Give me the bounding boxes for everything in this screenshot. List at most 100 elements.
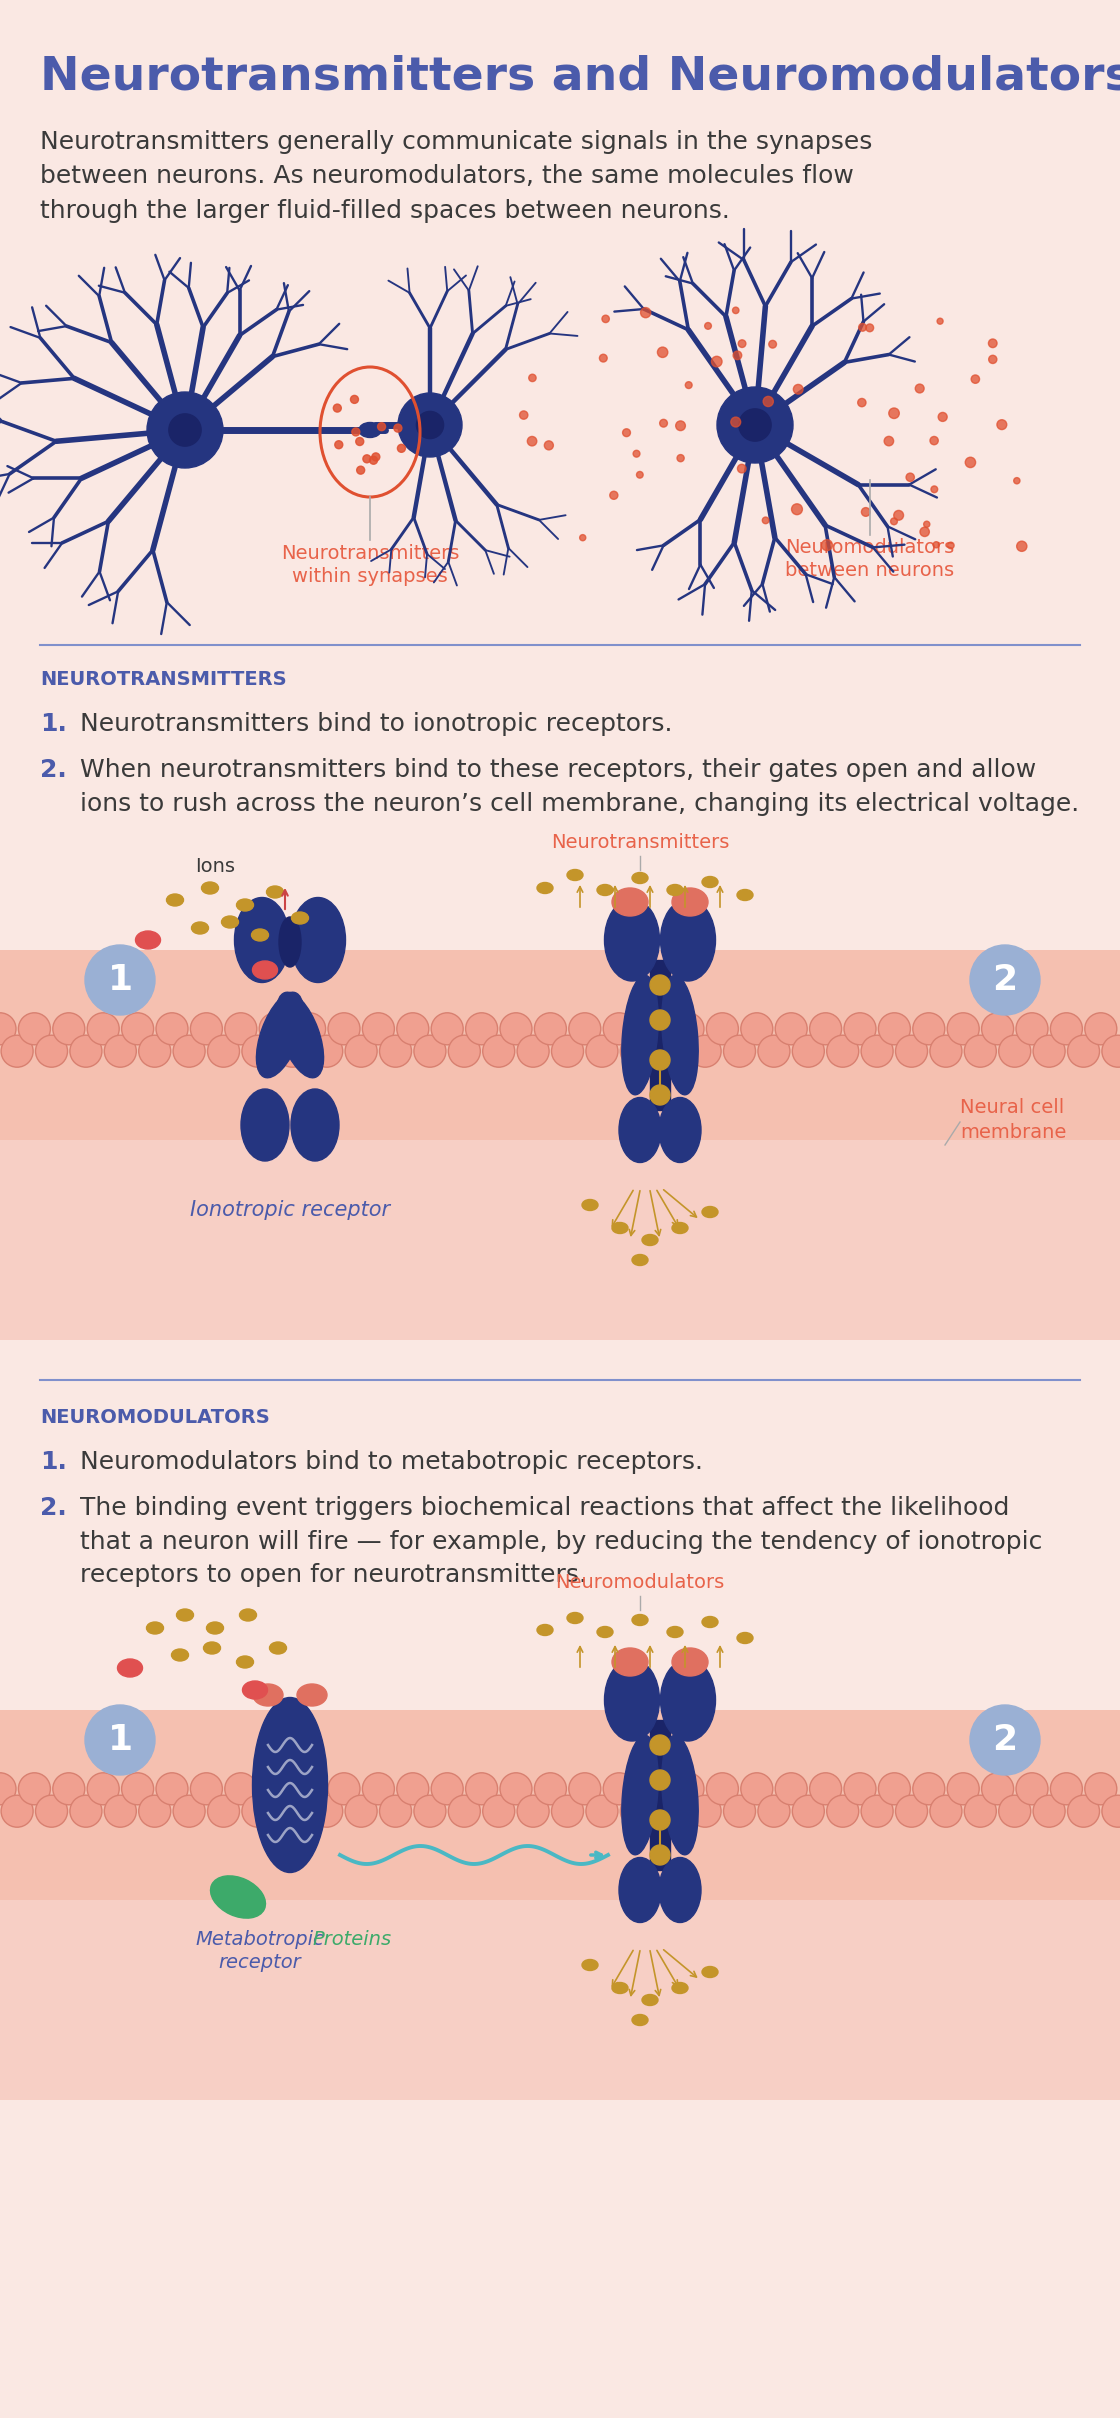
Circle shape	[36, 1794, 67, 1828]
Circle shape	[685, 382, 692, 389]
Circle shape	[724, 1794, 756, 1828]
Circle shape	[906, 474, 914, 481]
Circle shape	[601, 314, 609, 322]
Circle shape	[858, 399, 866, 406]
Text: 2.: 2.	[40, 757, 67, 781]
Ellipse shape	[252, 1697, 327, 1872]
Ellipse shape	[240, 1608, 256, 1620]
Circle shape	[431, 1772, 464, 1804]
Ellipse shape	[222, 916, 239, 929]
Circle shape	[466, 1772, 497, 1804]
Circle shape	[655, 1035, 687, 1066]
Bar	[650, 960, 670, 1110]
Circle shape	[534, 1772, 567, 1804]
Circle shape	[989, 355, 997, 363]
Circle shape	[345, 1794, 377, 1828]
Circle shape	[732, 307, 739, 314]
Ellipse shape	[147, 1622, 164, 1635]
Circle shape	[569, 1772, 600, 1804]
Circle shape	[641, 307, 651, 317]
Text: Ionotropic receptor: Ionotropic receptor	[190, 1199, 390, 1221]
Ellipse shape	[659, 1857, 701, 1922]
Circle shape	[650, 1811, 670, 1830]
Bar	[0, 1901, 1120, 2099]
Ellipse shape	[270, 1642, 287, 1654]
Ellipse shape	[612, 1649, 648, 1676]
Circle shape	[859, 324, 867, 331]
Ellipse shape	[612, 1983, 628, 1992]
Circle shape	[896, 1035, 927, 1066]
Ellipse shape	[243, 1681, 268, 1700]
Circle shape	[517, 1794, 549, 1828]
Circle shape	[689, 1794, 721, 1828]
Ellipse shape	[622, 974, 659, 1095]
Circle shape	[689, 1035, 721, 1066]
Circle shape	[650, 1736, 670, 1755]
Circle shape	[675, 421, 685, 430]
Ellipse shape	[662, 1736, 698, 1855]
Circle shape	[569, 1013, 600, 1045]
Circle shape	[87, 1013, 119, 1045]
Text: Neuromodulators
between neurons: Neuromodulators between neurons	[785, 537, 954, 580]
Circle shape	[965, 457, 976, 467]
Circle shape	[1016, 1772, 1048, 1804]
Circle shape	[915, 384, 924, 394]
Circle shape	[866, 324, 874, 331]
Ellipse shape	[605, 899, 660, 982]
Circle shape	[104, 1035, 137, 1066]
Ellipse shape	[167, 895, 184, 907]
Circle shape	[948, 1013, 979, 1045]
Circle shape	[636, 472, 643, 479]
Circle shape	[1067, 1035, 1100, 1066]
Ellipse shape	[632, 1255, 648, 1265]
Circle shape	[861, 1794, 893, 1828]
Circle shape	[650, 1086, 670, 1105]
Circle shape	[207, 1794, 240, 1828]
Ellipse shape	[277, 991, 324, 1078]
Text: NEUROTRANSMITTERS: NEUROTRANSMITTERS	[40, 670, 287, 689]
Circle shape	[500, 1772, 532, 1804]
Circle shape	[999, 1794, 1030, 1828]
Circle shape	[604, 1013, 635, 1045]
Circle shape	[335, 440, 343, 450]
Circle shape	[380, 1794, 411, 1828]
Text: Neurotransmitters: Neurotransmitters	[551, 832, 729, 851]
Ellipse shape	[192, 921, 208, 933]
Circle shape	[623, 428, 631, 438]
Circle shape	[948, 542, 954, 549]
Text: Neurotransmitters and Neuromodulators: Neurotransmitters and Neuromodulators	[40, 56, 1120, 99]
Ellipse shape	[206, 1622, 224, 1635]
Circle shape	[620, 1035, 652, 1066]
Ellipse shape	[619, 1098, 661, 1163]
Ellipse shape	[297, 1683, 327, 1707]
Circle shape	[913, 1772, 945, 1804]
Circle shape	[884, 435, 894, 445]
Ellipse shape	[659, 1098, 701, 1163]
Circle shape	[225, 1013, 256, 1045]
Ellipse shape	[662, 974, 698, 1095]
Circle shape	[345, 1035, 377, 1066]
Ellipse shape	[668, 885, 683, 895]
Text: When neurotransmitters bind to these receptors, their gates open and allow
ions : When neurotransmitters bind to these rec…	[80, 757, 1080, 815]
Circle shape	[242, 1794, 274, 1828]
Circle shape	[637, 1772, 670, 1804]
Circle shape	[676, 455, 684, 462]
Circle shape	[920, 527, 930, 537]
Circle shape	[334, 404, 342, 411]
Ellipse shape	[398, 394, 461, 457]
Circle shape	[356, 438, 364, 445]
Circle shape	[1014, 479, 1020, 484]
Circle shape	[775, 1772, 808, 1804]
Circle shape	[586, 1035, 618, 1066]
Circle shape	[328, 1013, 360, 1045]
Text: 2: 2	[992, 962, 1018, 996]
Circle shape	[861, 1035, 893, 1066]
Circle shape	[948, 1772, 979, 1804]
Circle shape	[964, 1035, 997, 1066]
Ellipse shape	[702, 1966, 718, 1978]
Ellipse shape	[702, 1618, 718, 1627]
Text: NEUROMODULATORS: NEUROMODULATORS	[40, 1407, 270, 1427]
Circle shape	[483, 1794, 515, 1828]
Circle shape	[768, 341, 776, 348]
Circle shape	[277, 1035, 308, 1066]
